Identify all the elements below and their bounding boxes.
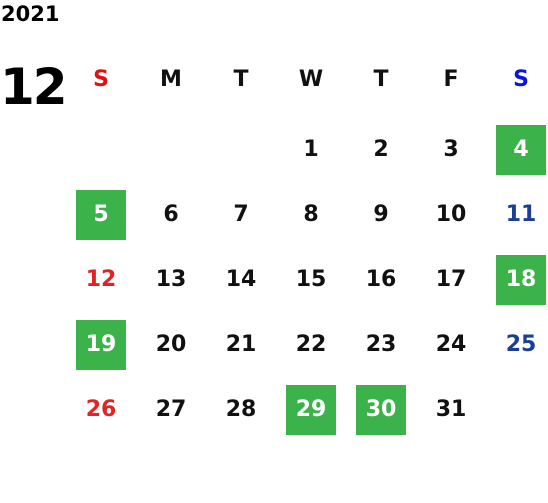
day[interactable]: 24 (435, 332, 467, 357)
day[interactable]: 16 (365, 267, 397, 292)
weekday-header: S (513, 67, 529, 92)
day[interactable]: 11 (505, 202, 537, 227)
highlighted-day[interactable]: 4 (496, 125, 546, 175)
day[interactable]: 17 (435, 267, 467, 292)
highlighted-day[interactable]: 29 (286, 385, 336, 435)
day[interactable]: 9 (373, 202, 389, 227)
day[interactable]: 23 (365, 332, 397, 357)
day[interactable]: 14 (225, 267, 257, 292)
weekday-header: S (93, 67, 109, 92)
weekday-header: T (233, 67, 249, 92)
year: 2021 (1, 2, 60, 26)
day[interactable]: 6 (163, 202, 179, 227)
day[interactable]: 1 (303, 137, 319, 162)
day[interactable]: 20 (155, 332, 187, 357)
day[interactable]: 2 (373, 137, 389, 162)
day[interactable]: 25 (505, 332, 537, 357)
day[interactable]: 22 (295, 332, 327, 357)
day[interactable]: 28 (225, 397, 257, 422)
day[interactable]: 26 (85, 397, 117, 422)
day[interactable]: 7 (233, 202, 249, 227)
day[interactable]: 15 (295, 267, 327, 292)
highlighted-day[interactable]: 18 (496, 255, 546, 305)
day[interactable]: 21 (225, 332, 257, 357)
day[interactable]: 27 (155, 397, 187, 422)
month: 12 (0, 58, 68, 116)
highlighted-day[interactable]: 30 (356, 385, 406, 435)
day[interactable]: 12 (85, 267, 117, 292)
day[interactable]: 3 (443, 137, 459, 162)
weekday-header: F (443, 67, 459, 92)
weekday-header: W (298, 67, 324, 92)
day[interactable]: 10 (435, 202, 467, 227)
highlighted-day[interactable]: 19 (76, 320, 126, 370)
weekday-header: T (373, 67, 389, 92)
day[interactable]: 31 (435, 397, 467, 422)
weekday-header: M (160, 67, 182, 92)
day[interactable]: 8 (303, 202, 319, 227)
highlighted-day[interactable]: 5 (76, 190, 126, 240)
day[interactable]: 13 (155, 267, 187, 292)
